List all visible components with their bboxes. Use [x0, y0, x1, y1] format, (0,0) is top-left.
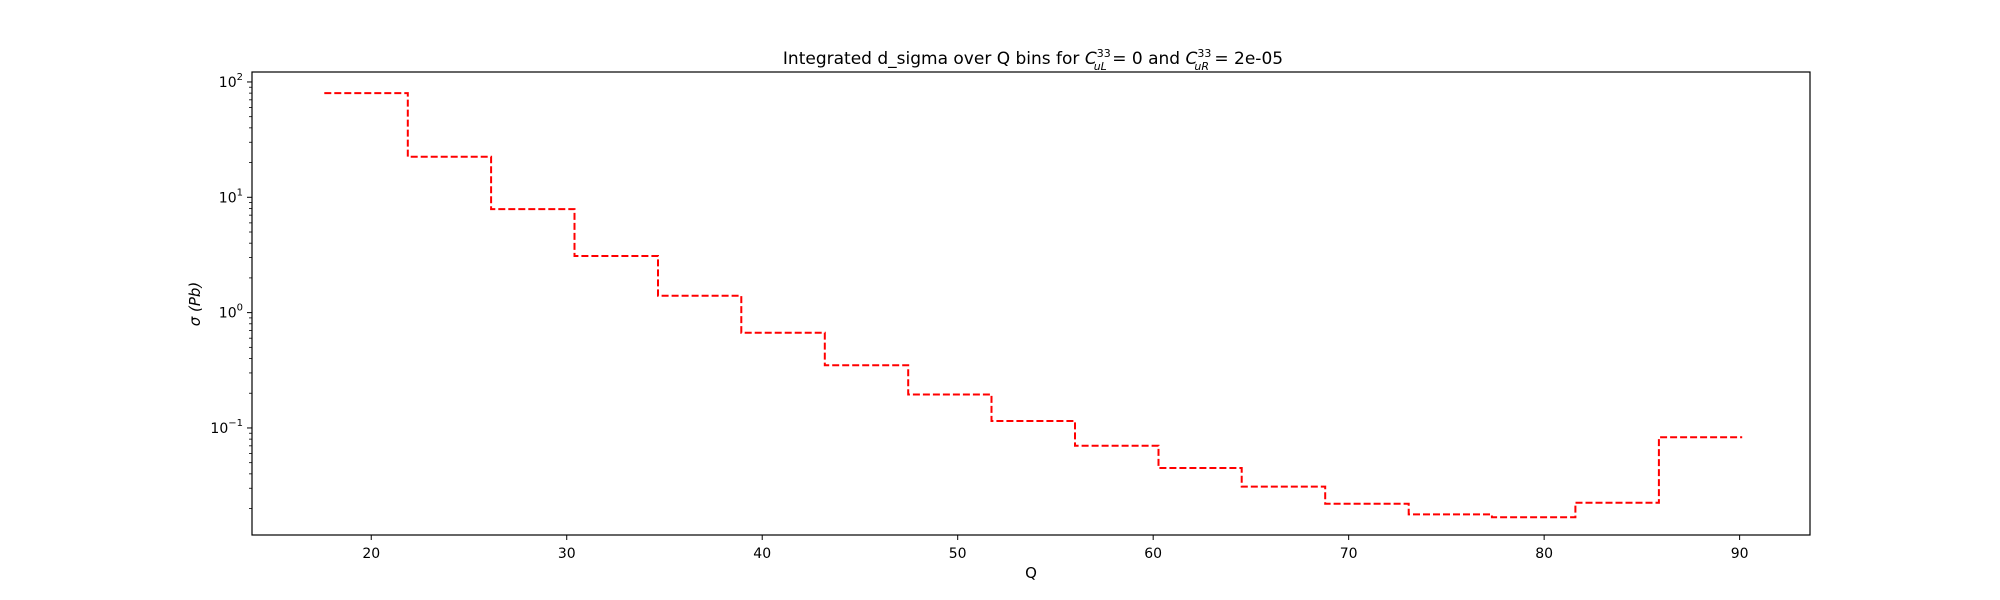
plot-frame	[251, 71, 1811, 536]
x-tick-label: 30	[558, 546, 576, 562]
chart-title: Integrated d_sigma over Q bins for C33 uL…	[783, 47, 1283, 73]
series-step-line	[324, 92, 1743, 519]
x-tick-label: 20	[362, 546, 380, 562]
chart-title-c2-sup: 33	[1197, 47, 1211, 60]
chart-title-c1-value: = 0 and	[1107, 49, 1186, 69]
plot-area	[324, 92, 1743, 519]
x-tick-label: 70	[1340, 546, 1358, 562]
y-axis-label: σ (Pb)	[186, 282, 204, 327]
chart-title-c2-sub: uR	[1194, 60, 1209, 73]
chart-title-text: Integrated d_sigma over Q bins for	[783, 49, 1085, 69]
y-axis-label-unit: (Pb)	[186, 282, 204, 317]
y-axis-label-sigma: σ	[186, 316, 204, 326]
y-tick-label: 10−1	[210, 418, 243, 437]
chart-title-c1-sub: uL	[1094, 60, 1107, 73]
chart-title-c2-value: = 2e-05	[1209, 49, 1283, 69]
x-tick-label: 40	[753, 546, 771, 562]
y-tick-label: 101	[219, 187, 243, 206]
x-tick-label: 60	[1144, 546, 1162, 562]
x-axis-label: Q	[1025, 564, 1037, 582]
x-tick-label: 90	[1731, 546, 1749, 562]
x-tick-label: 50	[949, 546, 967, 562]
y-tick-label: 100	[219, 303, 243, 322]
x-tick-label: 80	[1535, 546, 1553, 562]
x-axis: 20 30 40 50 60 70 80 90	[362, 535, 1749, 562]
chart-title-c1-sup: 33	[1097, 47, 1111, 60]
y-axis: 102 101 100 10−1	[210, 72, 252, 509]
y-tick-label: 102	[219, 72, 243, 91]
chart-title-c2: C	[1185, 49, 1197, 69]
chart-title-c1: C	[1085, 49, 1097, 69]
